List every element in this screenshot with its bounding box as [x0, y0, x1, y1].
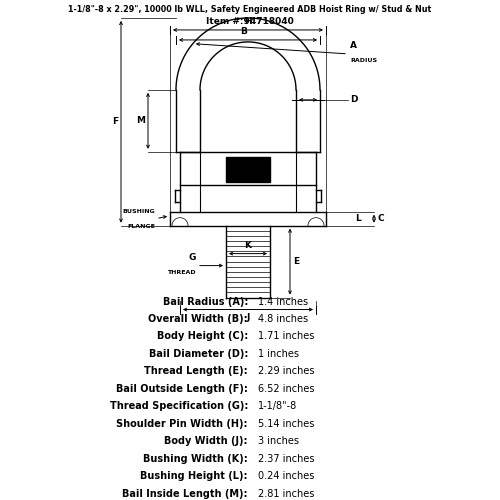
Text: 0.24 inches: 0.24 inches: [258, 472, 314, 482]
Text: Thread Length (E):: Thread Length (E):: [144, 366, 248, 376]
Text: B: B: [240, 27, 248, 36]
Polygon shape: [226, 157, 270, 182]
Text: 6.52 inches: 6.52 inches: [258, 384, 314, 394]
Text: Item #:94718040: Item #:94718040: [206, 17, 294, 26]
Text: Bail Outside Length (F):: Bail Outside Length (F):: [116, 384, 248, 394]
Text: L: L: [355, 214, 361, 223]
Text: 3 inches: 3 inches: [258, 436, 299, 446]
Text: 5.14 inches: 5.14 inches: [258, 419, 314, 429]
Text: C: C: [377, 214, 384, 223]
Text: 2.37 inches: 2.37 inches: [258, 454, 314, 464]
Text: FLANGE: FLANGE: [127, 224, 155, 228]
Text: THREAD: THREAD: [168, 270, 196, 274]
Text: Body Width (J):: Body Width (J):: [164, 436, 248, 446]
Text: 2.29 inches: 2.29 inches: [258, 366, 314, 376]
Text: 1.4 inches: 1.4 inches: [258, 296, 308, 306]
Text: E: E: [293, 257, 299, 266]
Text: Shoulder Pin Width (H):: Shoulder Pin Width (H):: [116, 419, 248, 429]
Text: G: G: [188, 252, 196, 262]
Text: 1.71 inches: 1.71 inches: [258, 332, 314, 342]
Text: Bail Radius (A):: Bail Radius (A):: [162, 296, 248, 306]
Text: K: K: [244, 240, 252, 250]
Text: A: A: [350, 41, 357, 50]
Text: RADIUS: RADIUS: [350, 58, 377, 63]
Text: Bail Diameter (D):: Bail Diameter (D):: [148, 349, 248, 359]
Text: 2.81 inches: 2.81 inches: [258, 488, 314, 498]
Text: H: H: [244, 17, 252, 26]
Text: F: F: [112, 118, 118, 126]
Text: 1-1/8"-8: 1-1/8"-8: [258, 402, 297, 411]
Text: Body Height (C):: Body Height (C):: [157, 332, 248, 342]
Text: M: M: [136, 116, 145, 126]
Text: 1-1/8"-8 x 2.29", 10000 lb WLL, Safety Engineered ADB Hoist Ring w/ Stud & Nut: 1-1/8"-8 x 2.29", 10000 lb WLL, Safety E…: [68, 5, 432, 14]
Text: D: D: [350, 96, 358, 104]
Text: Bushing Height (L):: Bushing Height (L):: [140, 472, 248, 482]
Text: Thread Specification (G):: Thread Specification (G):: [110, 402, 248, 411]
Text: Bushing Width (K):: Bushing Width (K):: [144, 454, 248, 464]
Text: Overall Width (B):: Overall Width (B):: [148, 314, 248, 324]
Text: 4.8 inches: 4.8 inches: [258, 314, 308, 324]
Text: J: J: [246, 312, 250, 322]
Text: Bail Inside Length (M):: Bail Inside Length (M):: [122, 488, 248, 498]
Text: 1 inches: 1 inches: [258, 349, 299, 359]
Text: BUSHING: BUSHING: [122, 208, 155, 214]
